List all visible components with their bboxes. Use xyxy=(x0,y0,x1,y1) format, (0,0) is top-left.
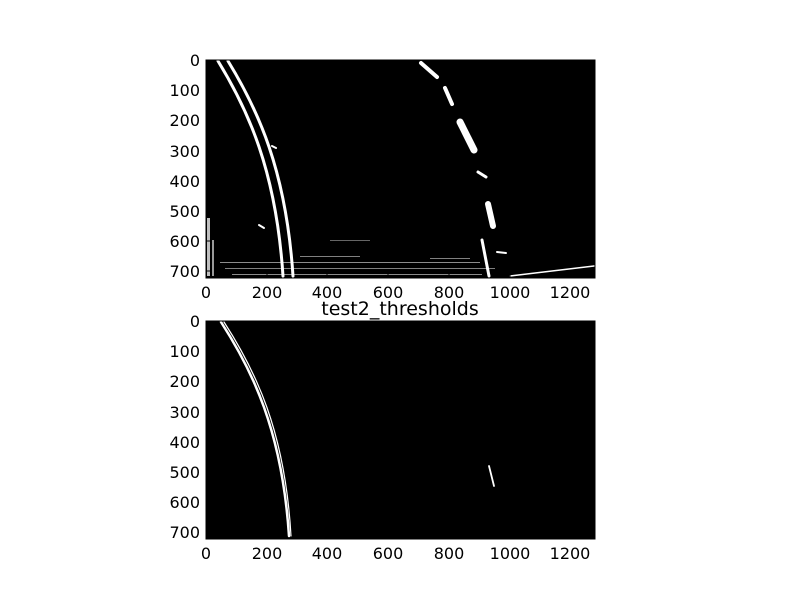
bottom-image-lane-pixels xyxy=(219,320,495,538)
bottom-ytick-1: 100 xyxy=(169,342,200,361)
top-left-lane-inner xyxy=(226,59,295,278)
bottom-ytick-7: 700 xyxy=(169,523,200,542)
top-xtick-1: 200 xyxy=(252,283,283,302)
bottom-ytick-0: 0 xyxy=(190,312,200,331)
top-right-lane-seg5 xyxy=(485,201,496,229)
top-y-tick-labels: 0 100 200 300 400 500 600 700 xyxy=(169,51,200,281)
bottom-panel: 0 200 400 600 800 1000 1200 0 100 200 30… xyxy=(169,312,596,563)
top-xtick-3: 600 xyxy=(373,283,404,302)
top-small-mark-3 xyxy=(496,251,507,254)
bottom-x-ticks xyxy=(205,534,571,539)
bottom-right-lane-blob xyxy=(488,465,495,487)
bottom-ytick-6: 600 xyxy=(169,493,200,512)
bottom-axes-frame xyxy=(205,320,596,540)
bottom-ytick-4: 400 xyxy=(169,433,200,452)
bottom-xtick-6: 1200 xyxy=(550,544,591,563)
bottom-left-lane-curve-2 xyxy=(223,321,292,537)
bottom-panel-title: test2_thresholds xyxy=(321,298,478,320)
top-small-mark-2 xyxy=(258,224,265,229)
top-axes-frame xyxy=(205,59,596,279)
bottom-left-lane-curve xyxy=(219,320,291,538)
bottom-x-tick-labels: 0 200 400 600 800 1000 1200 xyxy=(201,544,590,563)
top-ytick-1: 100 xyxy=(169,81,200,100)
top-ytick-5: 500 xyxy=(169,202,200,221)
bottom-ytick-5: 500 xyxy=(169,463,200,482)
top-right-lane-seg1 xyxy=(419,61,439,79)
top-right-lane-seg4 xyxy=(476,170,488,179)
top-y-ticks xyxy=(206,59,211,272)
top-image-lane-pixels xyxy=(216,59,595,278)
top-xtick-6: 1200 xyxy=(550,283,591,302)
top-right-lane-seg3 xyxy=(456,118,478,154)
top-ytick-4: 400 xyxy=(169,172,200,191)
bottom-xtick-5: 1000 xyxy=(490,544,531,563)
top-xtick-0: 0 xyxy=(201,283,211,302)
bottom-xtick-1: 200 xyxy=(252,544,283,563)
top-x-tick-labels: 0 200 400 600 800 1000 1200 xyxy=(201,283,590,302)
top-ytick-0: 0 xyxy=(190,51,200,70)
top-panel: 0 200 400 600 800 1000 1200 0 100 200 30… xyxy=(169,51,596,302)
top-right-lane-seg2 xyxy=(443,86,454,106)
top-x-ticks xyxy=(205,273,571,278)
top-xtick-4: 800 xyxy=(434,283,465,302)
bottom-ytick-3: 300 xyxy=(169,403,200,422)
bottom-xtick-2: 400 xyxy=(312,544,343,563)
bottom-image-area xyxy=(206,321,595,539)
top-xtick-2: 400 xyxy=(312,283,343,302)
top-small-mark xyxy=(271,145,277,149)
top-right-horizon-line xyxy=(509,265,595,277)
top-xtick-5: 1000 xyxy=(490,283,531,302)
top-left-lane-outer xyxy=(216,59,285,278)
bottom-xtick-0: 0 xyxy=(201,544,211,563)
top-ytick-3: 300 xyxy=(169,142,200,161)
top-image-area xyxy=(206,60,595,278)
top-ytick-2: 200 xyxy=(169,111,200,130)
top-right-lane-seg6 xyxy=(480,238,491,278)
bottom-y-ticks xyxy=(206,320,211,533)
top-ytick-6: 600 xyxy=(169,232,200,251)
top-image-noise xyxy=(207,218,495,276)
bottom-xtick-4: 800 xyxy=(434,544,465,563)
bottom-ytick-2: 200 xyxy=(169,372,200,391)
bottom-xtick-3: 600 xyxy=(373,544,404,563)
top-ytick-7: 700 xyxy=(169,262,200,281)
bottom-y-tick-labels: 0 100 200 300 400 500 600 700 xyxy=(169,312,200,542)
